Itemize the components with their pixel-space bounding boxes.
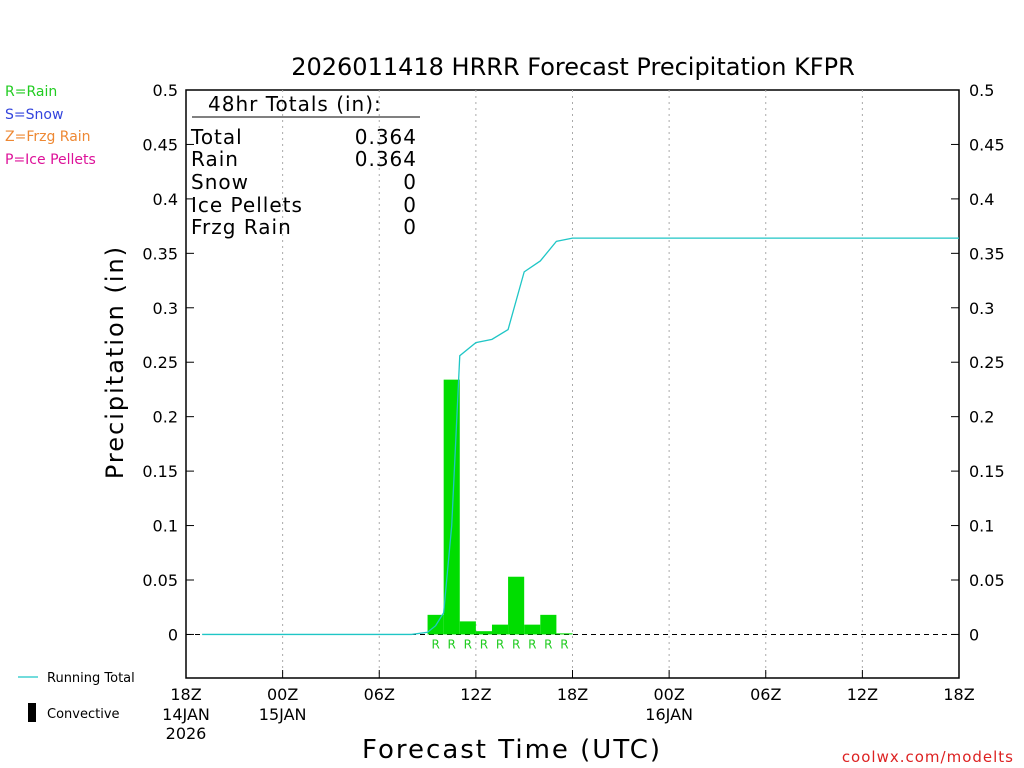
y-tick-label-left: 0.15 bbox=[142, 462, 178, 481]
precip-type-label: R bbox=[496, 637, 504, 651]
y-tick-label-left: 0.4 bbox=[153, 190, 178, 209]
y-tick-label-right: 0.15 bbox=[969, 462, 1005, 481]
y-tick-label-right: 0.25 bbox=[969, 353, 1005, 372]
y-tick-label-right: 0 bbox=[969, 625, 979, 644]
precip-type-label: R bbox=[560, 637, 568, 651]
convective-legend-label: Convective bbox=[47, 707, 120, 722]
y-tick-label-left: 0.05 bbox=[142, 571, 178, 590]
precip-type-label: R bbox=[528, 637, 536, 651]
y-tick-label-right: 0.35 bbox=[969, 244, 1005, 263]
chart-title: 2026011418 HRRR Forecast Precipitation K… bbox=[291, 53, 855, 81]
rain-bar bbox=[540, 614, 557, 635]
rain-bar bbox=[524, 624, 541, 635]
precip-type-label: R bbox=[544, 637, 552, 651]
totals-value-snow: 0 bbox=[403, 170, 417, 194]
y-tick-label-left: 0.5 bbox=[153, 81, 178, 100]
y-tick-label-left: 0.45 bbox=[142, 135, 178, 154]
y-tick-label-right: 0.45 bbox=[969, 135, 1005, 154]
y-tick-label-left: 0.2 bbox=[153, 408, 178, 427]
x-tick-label: 18Z bbox=[557, 685, 588, 704]
grid-lines bbox=[282, 90, 863, 678]
x-tick-label: 18Z bbox=[943, 685, 974, 704]
y-tick-label-left: 0 bbox=[168, 625, 178, 644]
x-tick-label: 14JAN bbox=[162, 705, 210, 724]
totals-label-frzg-rain: Frzg Rain bbox=[191, 215, 292, 239]
totals-label-rain: Rain bbox=[191, 147, 239, 171]
y-tick-label-left: 0.3 bbox=[153, 299, 178, 318]
y-axis-ticks: 0.5 0.5 0.45 0.45 0.4 0.4 0.35 0.35 0.3 0.3 0.25 0.… bbox=[142, 81, 1004, 644]
rain-bar bbox=[508, 576, 525, 635]
x-tick-label: 00Z bbox=[653, 685, 684, 704]
precip-bars bbox=[427, 379, 573, 635]
x-tick-label: 06Z bbox=[750, 685, 781, 704]
precip-type-label: R bbox=[512, 637, 520, 651]
series-legend: Running Total Convective bbox=[18, 671, 135, 722]
x-tick-label: 15JAN bbox=[259, 705, 307, 724]
precip-type-label: R bbox=[464, 637, 472, 651]
x-tick-label: 16JAN bbox=[645, 705, 693, 724]
totals-label-snow: Snow bbox=[191, 170, 249, 194]
running-total-line bbox=[202, 237, 959, 636]
totals-label-total: Total bbox=[190, 125, 243, 149]
x-tick-label: 18Z bbox=[170, 685, 201, 704]
precip-type-label: R bbox=[448, 637, 456, 651]
precip-type-label: R bbox=[431, 637, 439, 651]
y-tick-label-right: 0.2 bbox=[969, 408, 994, 427]
x-tick-label: 00Z bbox=[267, 685, 298, 704]
legend-snow-type: S=Snow bbox=[5, 107, 63, 123]
totals-value-ice-pellets: 0 bbox=[403, 193, 417, 217]
x-axis-label: Forecast Time (UTC) bbox=[362, 735, 662, 765]
legend-rain-type: R=Rain bbox=[5, 84, 57, 100]
running-total-legend-label: Running Total bbox=[47, 671, 135, 686]
rain-bar bbox=[556, 633, 573, 635]
totals-label-ice-pellets: Ice Pellets bbox=[191, 193, 303, 217]
y-axis-label: Precipitation (in) bbox=[101, 245, 129, 479]
totals-value-total: 0.364 bbox=[355, 125, 417, 149]
legend-frzg-rain-type: Z=Frzg Rain bbox=[5, 129, 91, 145]
y-tick-label-right: 0.05 bbox=[969, 571, 1005, 590]
x-tick-label: 12Z bbox=[460, 685, 491, 704]
totals-value-frzg-rain: 0 bbox=[403, 215, 417, 239]
rain-bar bbox=[459, 621, 476, 635]
credit-text: coolwx.com/modelts bbox=[842, 748, 1014, 766]
x-tick-label: 2026 bbox=[166, 724, 207, 743]
totals-box: 48hr Totals (in): Total 0.364 Rain 0.364… bbox=[190, 92, 420, 239]
y-tick-label-left: 0.25 bbox=[142, 353, 178, 372]
legend-ice-pellets-type: P=Ice Pellets bbox=[5, 152, 96, 168]
precip-type-label: R bbox=[480, 637, 488, 651]
totals-header: 48hr Totals (in): bbox=[208, 92, 382, 116]
totals-value-rain: 0.364 bbox=[355, 147, 417, 171]
convective-legend-swatch bbox=[28, 703, 36, 722]
y-tick-label-right: 0.5 bbox=[969, 81, 994, 100]
x-tick-label: 06Z bbox=[364, 685, 395, 704]
y-tick-label-left: 0.1 bbox=[153, 517, 178, 536]
y-tick-label-left: 0.35 bbox=[142, 244, 178, 263]
rain-bar bbox=[475, 631, 492, 635]
rain-bar bbox=[491, 624, 509, 635]
x-tick-label: 12Z bbox=[847, 685, 878, 704]
y-tick-label-right: 0.1 bbox=[969, 517, 994, 536]
y-tick-label-right: 0.4 bbox=[969, 190, 994, 209]
precip-type-legend: R=Rain S=Snow Z=Frzg Rain P=Ice Pellets bbox=[5, 84, 96, 168]
y-tick-label-right: 0.3 bbox=[969, 299, 994, 318]
